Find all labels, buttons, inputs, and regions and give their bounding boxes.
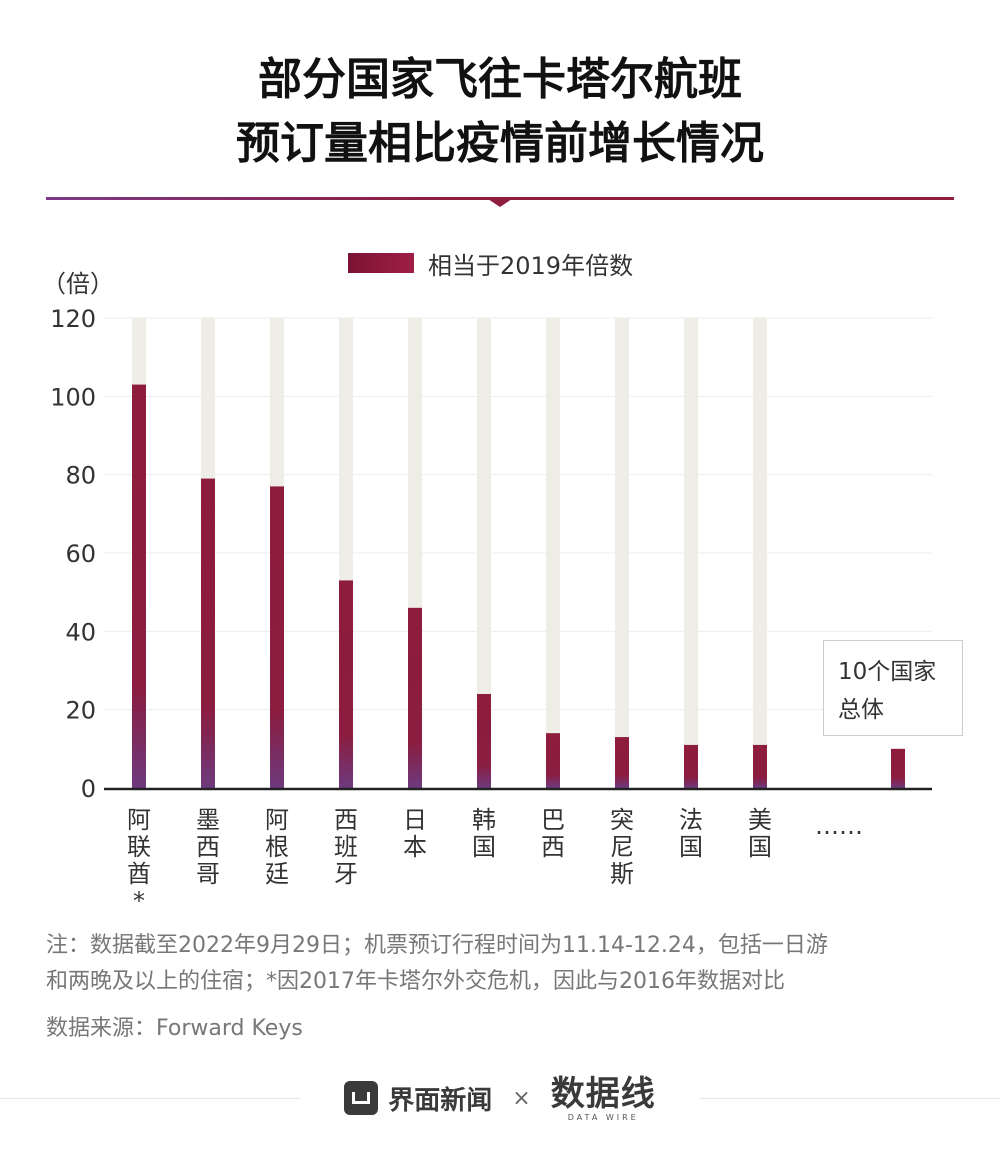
bar-track xyxy=(615,318,629,788)
brand-second-sub: DATA WIRE xyxy=(567,1112,639,1122)
y-tick-label: 40 xyxy=(65,618,96,646)
x-tick-label: 法国 xyxy=(679,806,703,861)
bar-track xyxy=(477,318,491,788)
x-tick-label: …… xyxy=(815,812,863,840)
footer-brands: 界面新闻 × 数据线 DATA WIRE xyxy=(300,1060,700,1136)
bar-12 xyxy=(891,748,905,788)
y-tick-label: 0 xyxy=(81,775,96,803)
legend-label: 相当于2019年倍数 xyxy=(428,251,634,280)
chart-title: 部分国家飞往卡塔尔航班 预订量相比疫情前增长情况 xyxy=(0,48,1000,176)
bar-5 xyxy=(408,607,422,788)
footnote-line1: 注：数据截至2022年9月29日；机票预订行程时间为11.14-12.24，包括… xyxy=(46,933,828,958)
bar-9 xyxy=(684,744,698,788)
x-tick-label: 阿根廷 xyxy=(265,806,289,888)
title-divider-notch xyxy=(488,199,512,207)
annotation-line2: 总体 xyxy=(838,697,884,723)
footnote-line2: 和两晚及以上的住宿；*因2017年卡塔尔外交危机，因此与2016年数据对比 xyxy=(46,969,785,994)
y-axis-unit-label: （倍） xyxy=(42,270,114,298)
x-tick-label: 韩国 xyxy=(472,806,496,861)
bar-10 xyxy=(753,744,767,788)
bar-4 xyxy=(339,580,353,788)
bar-8 xyxy=(615,737,629,788)
brand-second-name: 数据线 xyxy=(550,1073,656,1114)
bar-2 xyxy=(201,478,215,788)
x-tick-label: 美国 xyxy=(748,806,772,861)
y-tick-label: 120 xyxy=(50,305,96,333)
bar-7 xyxy=(546,733,560,788)
annotation-box: 10个国家 总体 xyxy=(823,640,963,736)
bar-6 xyxy=(477,694,491,788)
bar-3 xyxy=(270,486,284,788)
x-tick-label: 阿联酋* xyxy=(127,806,151,910)
chart-title-line2: 预订量相比疫情前增长情况 xyxy=(236,118,764,169)
bar-1 xyxy=(132,384,146,788)
bar-track xyxy=(753,318,767,788)
legend-swatch xyxy=(348,253,414,273)
title-divider xyxy=(46,197,954,200)
data-source: 数据来源：Forward Keys xyxy=(46,1016,303,1041)
x-tick-label: 西班牙 xyxy=(334,806,358,888)
brand-second-logo: 数据线 DATA WIRE xyxy=(551,1075,656,1122)
bar-track xyxy=(684,318,698,788)
x-tick-label: 日本 xyxy=(403,806,427,861)
x-tick-label: 墨西哥 xyxy=(196,806,220,888)
chart-legend: 相当于2019年倍数 xyxy=(348,246,633,280)
x-tick-label: 巴西 xyxy=(541,806,565,861)
x-tick-label: 突尼斯 xyxy=(610,806,634,888)
y-tick-label: 80 xyxy=(65,462,96,490)
chart-title-line1: 部分国家飞往卡塔尔航班 xyxy=(258,54,742,105)
brand-main-name: 界面新闻 xyxy=(388,1085,493,1116)
y-tick-label: 60 xyxy=(65,540,96,568)
y-tick-label: 100 xyxy=(50,383,96,411)
brand-logo-icon xyxy=(344,1081,379,1115)
footnote: 注：数据截至2022年9月29日；机票预订行程时间为11.14-12.24，包括… xyxy=(46,928,966,1000)
annotation-line1: 10个国家 xyxy=(838,659,937,685)
y-tick-label: 20 xyxy=(65,697,96,725)
bar-track xyxy=(546,318,560,788)
brand-separator: × xyxy=(512,1085,531,1111)
